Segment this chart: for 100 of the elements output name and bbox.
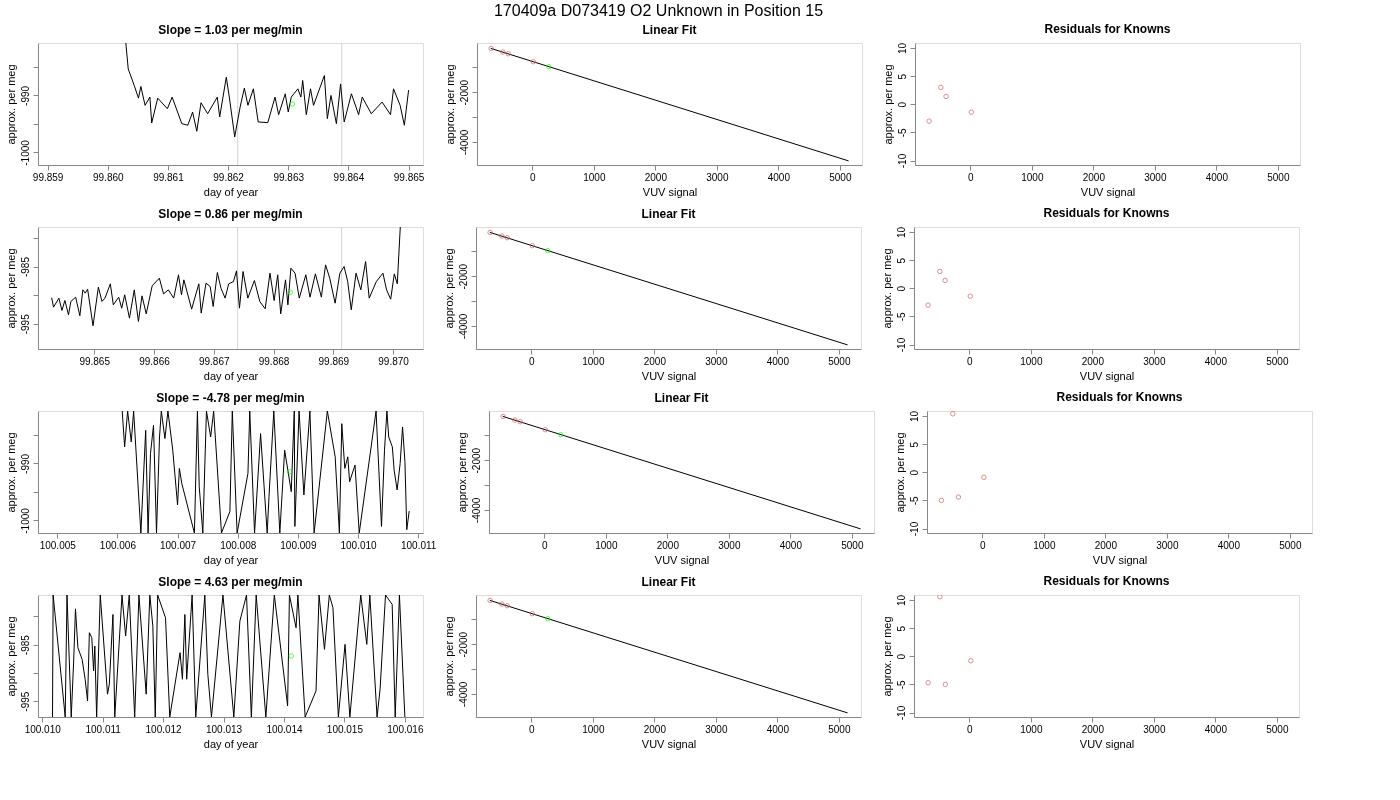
x-tick-label: 2000 xyxy=(1081,723,1105,735)
y-tick-label: 0 xyxy=(895,653,907,660)
x-tick-label: 100.014 xyxy=(266,723,303,735)
y-axis-title: approx. per meg xyxy=(4,432,17,513)
y-tick-label: -4000 xyxy=(457,313,469,340)
x-tick-label: 5000 xyxy=(1266,723,1289,735)
line-series xyxy=(52,595,406,717)
x-tick-label: 4000 xyxy=(766,355,790,367)
y-axis-title: approx. per meg xyxy=(893,432,906,513)
x-axis-title: day of year xyxy=(203,369,259,382)
x-tick-label: 1000 xyxy=(1020,355,1043,367)
x-tick-label: 5000 xyxy=(1266,355,1289,367)
y-tick-label: -990 xyxy=(19,453,31,474)
point xyxy=(517,419,523,425)
point xyxy=(487,229,493,236)
x-tick-label: 4000 xyxy=(1204,723,1228,735)
y-axis-title: approx. per meg xyxy=(4,64,17,145)
x-axis-title: VUV signal xyxy=(641,369,697,382)
x-tick-label: 1000 xyxy=(582,723,605,735)
point xyxy=(558,431,564,438)
x-tick-label: 4000 xyxy=(1204,355,1228,367)
y-axis-title: approx. per meg xyxy=(455,432,468,513)
x-tick-label: 100.006 xyxy=(99,539,137,551)
x-tick-label: 0 xyxy=(968,171,975,183)
y-tick-label: -1000 xyxy=(19,507,31,534)
x-tick-label: 3000 xyxy=(1144,171,1167,183)
point xyxy=(925,679,931,686)
y-tick-label: -2000 xyxy=(470,447,482,474)
point xyxy=(499,233,505,239)
x-tick-label: 99.860 xyxy=(92,171,125,183)
x-tick-label: 3000 xyxy=(705,723,728,735)
y-tick-label: -985 xyxy=(19,256,31,278)
chart-title: Linear Fit xyxy=(641,575,696,589)
x-tick-label: 1000 xyxy=(595,539,618,551)
point xyxy=(925,302,931,308)
y-tick-label: -1000 xyxy=(19,139,31,166)
x-tick-label: 4000 xyxy=(779,539,803,551)
x-tick-label: 3000 xyxy=(705,355,728,367)
point xyxy=(981,474,987,481)
x-tick-label: 5000 xyxy=(841,539,864,551)
y-tick-label: 10 xyxy=(908,410,920,423)
x-tick-label: 99.868 xyxy=(258,355,290,367)
y-tick-label: 5 xyxy=(896,73,908,80)
x-tick-label: 2000 xyxy=(1094,539,1118,551)
x-tick-label: 1000 xyxy=(1033,539,1056,551)
point xyxy=(937,268,943,275)
x-tick-label: 99.865 xyxy=(393,171,425,183)
x-axis-title: day of year xyxy=(203,185,259,198)
x-tick-label: 100.008 xyxy=(220,539,257,551)
x-tick-label: 99.870 xyxy=(378,355,410,367)
point xyxy=(942,681,949,688)
point xyxy=(504,235,510,241)
y-tick-label: -2000 xyxy=(457,263,469,290)
y-axis-title: approx. per meg xyxy=(442,248,455,329)
y-tick-label: -10 xyxy=(895,705,907,721)
x-tick-label: 0 xyxy=(542,539,549,551)
x-tick-label: 4000 xyxy=(766,723,790,735)
x-tick-label: 100.013 xyxy=(205,723,243,735)
x-tick-label: 100.012 xyxy=(145,723,183,735)
y-tick-label: 5 xyxy=(895,257,907,264)
point xyxy=(926,118,932,124)
point xyxy=(968,109,975,115)
point xyxy=(488,45,494,52)
point xyxy=(937,595,943,600)
x-tick-label: 2000 xyxy=(1082,171,1106,183)
x-tick-label: 99.864 xyxy=(333,171,365,183)
x-tick-label: 0 xyxy=(530,171,537,183)
y-axis-title: approx. per meg xyxy=(880,616,893,697)
chart-title: Linear Fit xyxy=(641,207,696,221)
chart-title: Residuals for Knowns xyxy=(1044,22,1171,37)
x-tick-label: 99.869 xyxy=(318,355,350,367)
chart-title: Residuals for Knowns xyxy=(1043,574,1170,589)
x-tick-label: 100.009 xyxy=(280,539,317,551)
y-tick-label: -990 xyxy=(19,85,31,106)
x-tick-label: 99.861 xyxy=(153,171,185,183)
x-tick-label: 0 xyxy=(529,355,536,367)
x-tick-label: 99.863 xyxy=(273,171,305,183)
point xyxy=(500,413,506,420)
x-tick-label: 4000 xyxy=(1217,539,1241,551)
x-axis-title: VUV signal xyxy=(1092,553,1148,566)
x-axis-title: VUV signal xyxy=(654,553,710,566)
x-tick-label: 100.011 xyxy=(400,539,437,551)
x-tick-label: 5000 xyxy=(829,171,852,183)
x-tick-label: 2000 xyxy=(643,723,667,735)
point xyxy=(505,51,511,57)
x-tick-label: 4000 xyxy=(767,171,791,183)
y-tick-label: -10 xyxy=(896,153,908,169)
x-tick-label: 3000 xyxy=(1143,723,1166,735)
chart-title: Slope = 4.63 per meg/min xyxy=(158,575,303,589)
x-tick-label: 99.865 xyxy=(79,355,111,367)
point xyxy=(499,601,505,607)
y-tick-label: 10 xyxy=(895,226,907,239)
y-tick-label: -10 xyxy=(895,337,907,353)
x-tick-label: 1000 xyxy=(1021,171,1044,183)
x-tick-label: 0 xyxy=(980,539,987,551)
y-tick-label: 0 xyxy=(896,101,908,108)
x-tick-label: 100.011 xyxy=(85,723,122,735)
point xyxy=(968,658,974,664)
x-tick-label: 4000 xyxy=(1205,171,1229,183)
y-tick-label: -4000 xyxy=(470,497,482,524)
